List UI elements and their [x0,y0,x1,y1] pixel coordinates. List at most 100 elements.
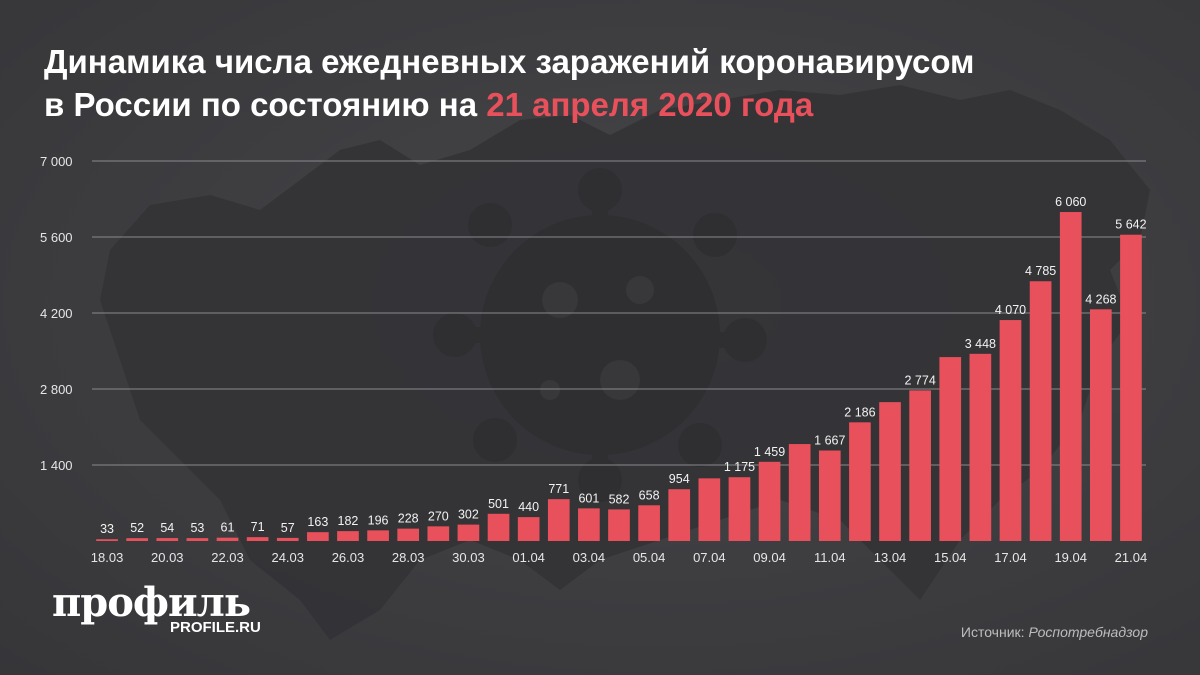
bar-06.04 [668,489,691,541]
x-tick-label: 09.04 [753,550,786,565]
x-tick-label: 17.04 [994,550,1027,565]
bar-value-label: 601 [578,491,599,505]
bar-value-label: 1 175 [724,460,755,474]
y-tick-label: 4 200 [40,306,73,321]
bar-11.04 [818,450,841,541]
bar-12.04 [849,422,871,541]
bar-24.03 [276,537,299,541]
bar-21.04 [1120,234,1142,541]
bar-value-label: 2 774 [905,373,936,387]
bar-value-label: 53 [190,521,204,535]
bar-value-label: 54 [160,521,174,535]
x-tick-label: 28.03 [392,550,425,565]
bar-25.03 [307,532,329,541]
x-tick-label: 05.04 [633,550,666,565]
y-tick-label: 1 400 [40,458,73,473]
bar-value-label: 582 [609,492,630,506]
bar-value-label: 1 459 [754,445,785,459]
bar-value-label: 658 [639,488,660,502]
x-tick-label: 30.03 [452,550,485,565]
bar-01.04 [517,517,540,541]
logo-wordmark: профиль [52,579,251,626]
bar-19.04 [1059,212,1082,541]
bar-value-label: 71 [251,520,265,534]
bar-31.03 [487,513,510,541]
source-note: Источник: Роспотребнадзор [961,624,1148,640]
x-tick-label: 13.04 [874,550,907,565]
bar-value-label: 771 [548,482,569,496]
chart-title: Динамика числа ежедневных заражений коро… [44,40,1164,126]
bar-value-label: 3 448 [965,337,996,351]
bar-21.03 [186,538,209,541]
x-tick-label: 19.04 [1054,550,1087,565]
x-tick-label: 18.03 [91,550,124,565]
bar-30.03 [457,524,480,541]
bar-value-label: 1 667 [814,434,845,448]
source-label: Источник: [960,624,1029,640]
bar-17.04 [999,320,1022,541]
bar-value-label: 61 [221,521,235,535]
y-axis-ticks: 1 400 2 800 4 200 5 600 7 000 [40,154,73,473]
bar-20.03 [156,538,179,541]
x-tick-label: 15.04 [934,550,967,565]
bar-value-label: 196 [368,513,389,527]
bar-28.03 [397,528,420,541]
bar-27.03 [367,530,389,541]
bar-data-labels: 33 52 54 53 61 71 57 163 182 196 228 270 302 501 440 77… [100,195,1147,536]
bar-value-label: 4 268 [1085,292,1116,306]
source-value: Роспотребнадзор [1028,624,1148,640]
x-tick-label: 03.04 [573,550,606,565]
bar-07.04 [698,478,721,541]
bar-value-label: 501 [488,497,509,511]
bar-value-label: 954 [669,472,690,486]
bar-value-label: 2 186 [844,405,875,419]
bar-18.03 [96,539,118,541]
bar-value-label: 4 070 [995,303,1026,317]
x-tick-label: 21.04 [1115,550,1148,565]
x-tick-label: 07.04 [693,550,726,565]
bar-value-label: 4 785 [1025,264,1056,278]
bars [96,212,1142,541]
x-tick-label: 24.03 [271,550,304,565]
bar-value-label: 33 [100,522,114,536]
bar-08.04 [728,477,751,541]
bar-18.04 [1029,281,1052,541]
bar-value-label: 52 [130,521,144,535]
bar-16.04 [969,353,992,541]
bar-value-label: 440 [518,500,539,514]
bar-value-label: 228 [398,512,419,526]
bar-20.04 [1089,309,1112,541]
x-tick-label: 22.03 [211,550,244,565]
bar-26.03 [337,531,359,541]
bar-value-label: 6 060 [1055,195,1086,209]
bar-value-label: 5 642 [1115,218,1146,232]
virus-spots [540,276,654,400]
title-date-accent: 21 апреля 2020 года [486,86,814,123]
bar-14.04 [909,390,931,541]
bar-19.03 [126,538,149,541]
bar-02.04 [547,499,570,541]
bar-29.03 [427,526,450,541]
x-tick-label: 20.03 [151,550,184,565]
bar-09.04 [758,461,781,541]
y-tick-label: 5 600 [40,230,73,245]
bar-value-label: 182 [338,514,359,528]
bar-15.04 [939,357,962,541]
bar-value-label: 270 [428,509,449,523]
x-axis-ticks: 18.03 20.03 22.03 24.03 26.03 28.03 30.03 01.04… [91,550,1147,565]
bar-23.03 [246,537,269,541]
bar-13.04 [879,402,901,541]
bar-value-label: 163 [307,515,328,529]
x-tick-label: 01.04 [512,550,545,565]
virus-icon [433,168,767,502]
logo-domain: PROFILE.RU [170,619,261,636]
profile-logo: профиль PROFILE.RU [52,583,261,637]
bar-value-label: 57 [281,521,295,535]
x-tick-label: 11.04 [814,550,846,565]
bar-22.03 [216,537,239,541]
bar-03.04 [578,508,600,541]
title-line-1: Динамика числа ежедневных заражений коро… [44,43,975,80]
bar-04.04 [608,509,630,541]
